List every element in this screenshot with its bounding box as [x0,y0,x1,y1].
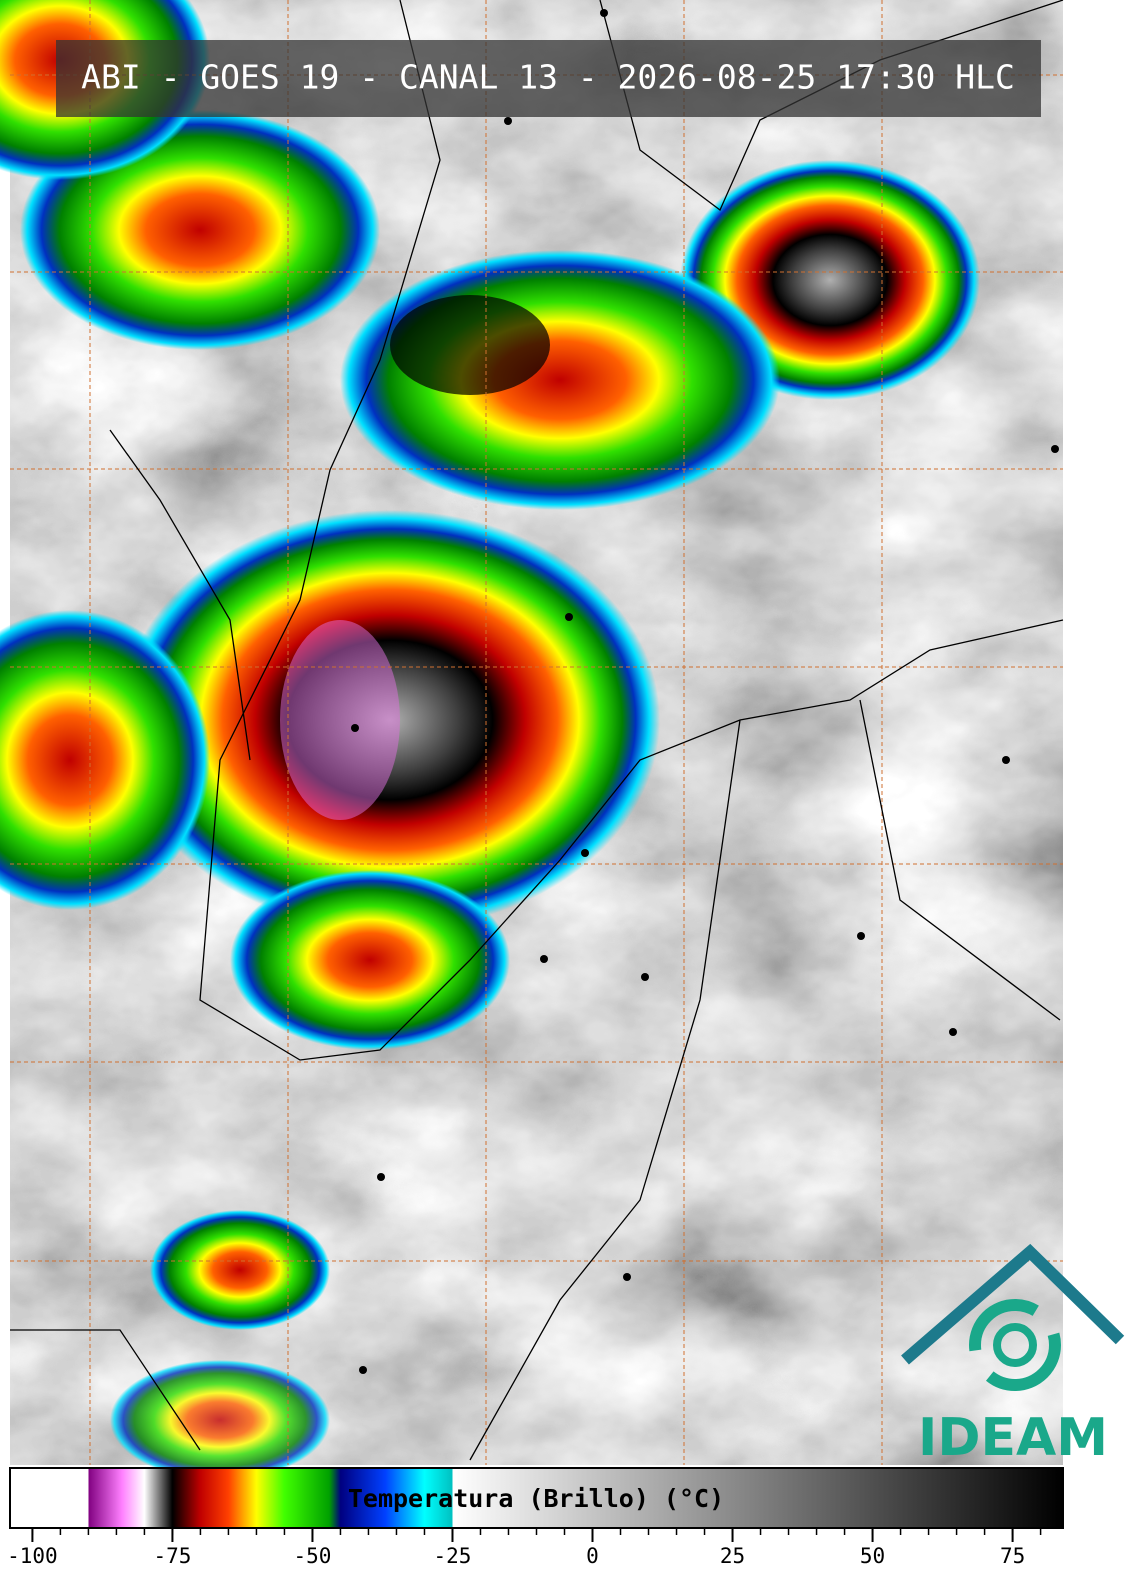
tick-label: 0 [586,1544,599,1568]
colorbar: Temperatura (Brillo) (°C) -100 -75 -50 -25 0… [7,1467,1064,1568]
tick-label: 75 [1000,1544,1025,1568]
logo-text: IDEAM [918,1408,1108,1468]
satellite-map [0,0,1064,1480]
title-box [56,40,1041,117]
tick-label: -50 [293,1544,331,1568]
colorbar-label: Temperatura (Brillo) (°C) [348,1484,724,1513]
tick-label: -75 [153,1544,191,1568]
tick-label: 50 [860,1544,885,1568]
logo: IDEAM [901,1243,1125,1468]
title: ABI - GOES 19 - CANAL 13 - 2026-08-25 17… [81,58,1015,97]
cities [351,9,1059,1374]
tick-label: 25 [720,1544,745,1568]
tick-label: -100 [7,1544,58,1568]
tick-label: -25 [434,1544,472,1568]
colorbar-ramp [9,1467,1064,1529]
